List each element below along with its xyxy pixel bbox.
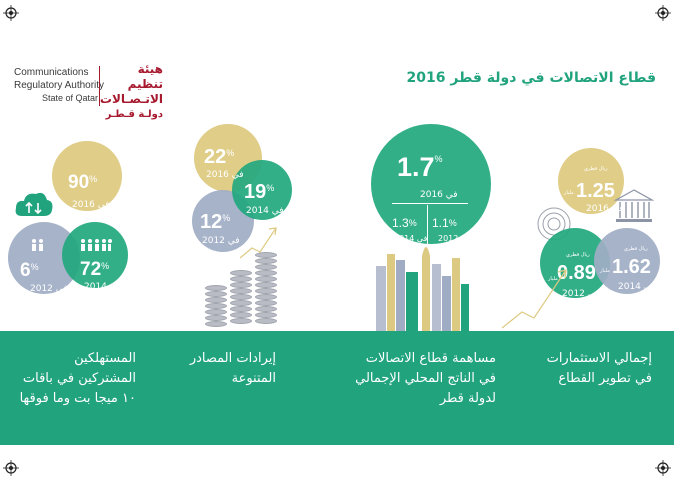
page-title: قطاع الاتصالات في دولة قطر 2016 <box>406 70 656 86</box>
consumers-circle-2014 <box>62 222 128 288</box>
registration-mark-icon <box>3 5 19 21</box>
consumers-value-2016: 90% <box>68 172 98 193</box>
registration-mark-icon <box>3 460 19 476</box>
gdp-value-2014: 1.3% <box>392 216 417 230</box>
consumers-value-2014: 72% <box>80 259 110 280</box>
gdp-value-2016: 1.7% <box>397 152 443 182</box>
logo-english: Communications Regulatory Authority Stat… <box>14 67 105 103</box>
consumers-circle-2016 <box>52 141 122 211</box>
caption-investment: إجمالي الاستثمارات في تطوير القطاع <box>546 351 652 386</box>
trend-arrow-icon <box>501 269 567 329</box>
registration-mark-icon <box>655 460 671 476</box>
gdp-value-2012: 1.1% <box>432 216 457 230</box>
gdp-divider-horizontal <box>392 203 468 204</box>
investment-value-2014: 1.62 <box>612 256 651 278</box>
gdp-year-2012: في 2012 <box>438 234 472 243</box>
logo-arabic: هيئة تنظيم الاتـصـالات دولـة قـطـر <box>99 62 163 120</box>
revenue-value-2016: 22% <box>204 146 235 168</box>
investment-value-2012: 0.89 <box>557 262 596 284</box>
revenue-year-2014: في 2014 <box>246 206 284 216</box>
investment-circle-2016 <box>558 148 624 214</box>
caption-revenue: إيرادات المصادر المتنوعة <box>189 351 276 386</box>
investment-circle-2014 <box>594 228 660 294</box>
caption-band <box>0 331 674 445</box>
investment-year-2014: في 2014 <box>618 282 656 292</box>
revenue-year-2016: في 2016 <box>206 170 244 180</box>
gdp-circle <box>371 124 491 244</box>
consumers-year-2016: في 2016 <box>72 200 110 210</box>
caption-consumers: المستهلكين المشتركين في باقات ١٠ ميجا بت… <box>19 351 136 406</box>
revenue-year-2012: في 2012 <box>202 236 240 246</box>
gdp-year-2014: في 2014 <box>394 234 428 243</box>
gdp-year-2016: في 2016 <box>420 190 458 200</box>
revenue-value-2014: 19% <box>244 181 275 203</box>
revenue-circle-2014 <box>232 160 292 220</box>
skyline-icon <box>376 247 469 332</box>
bank-building-icon <box>614 189 654 222</box>
investment-suffix-2014: مليار <box>600 268 610 274</box>
investment-prefix-2012: ريال قطري <box>566 252 590 258</box>
registration-mark-icon <box>655 5 671 21</box>
investment-year-2012: في 2012 <box>562 289 600 299</box>
investment-prefix-2016: ريال قطري <box>584 166 608 172</box>
gdp-divider-vertical <box>427 205 428 245</box>
investment-value-2016: 1.25 <box>576 180 615 202</box>
logo-divider <box>99 66 100 106</box>
caption-gdp: مساهمة قطاع الاتصالات في الناتج المحلي ا… <box>355 351 496 406</box>
consumers-value-2012: 6% <box>20 260 39 281</box>
investment-suffix-2016: مليار <box>564 190 574 196</box>
revenue-value-2012: 12% <box>200 211 231 233</box>
investment-year-2016: في 2016 <box>586 204 624 214</box>
cloud-arrows-icon <box>15 192 53 216</box>
consumers-year-2014: في 2014 <box>84 282 122 292</box>
investment-prefix-2014: ريال قطري <box>624 246 648 252</box>
people-small-icon <box>32 239 43 251</box>
trend-arrow-icon <box>239 227 277 259</box>
investment-suffix-2012: مليار <box>548 276 558 282</box>
consumers-year-2012: في 2012 <box>30 284 68 294</box>
people-large-icon <box>81 239 112 251</box>
